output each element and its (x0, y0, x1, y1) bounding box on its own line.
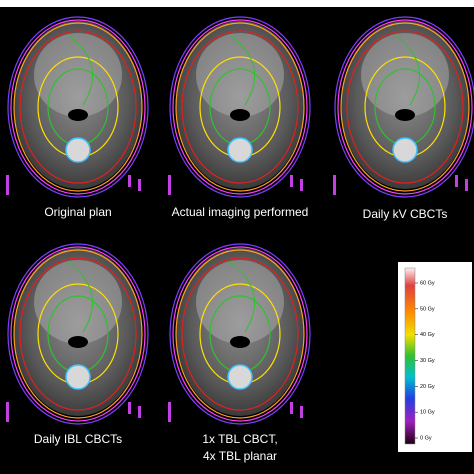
dose-contour (172, 19, 308, 195)
airway (68, 109, 88, 121)
dose-contour (10, 19, 146, 195)
colorbar-label: 20 Gy (420, 384, 435, 390)
dose-contour (169, 243, 311, 425)
jaw (34, 260, 122, 344)
marker (6, 402, 9, 414)
marker (138, 179, 141, 191)
marker (300, 406, 303, 418)
spine (227, 137, 253, 163)
dose-contour (175, 22, 305, 192)
panels: Original plan Actual imaging performed Dai… (6, 16, 474, 463)
spine (65, 364, 91, 390)
colorbar-label: 30 Gy (420, 358, 435, 364)
jaw (34, 33, 122, 117)
dose-contour (172, 246, 308, 422)
marker (300, 179, 303, 191)
jaw (196, 260, 284, 344)
marker (128, 402, 131, 414)
airway (68, 336, 88, 348)
marker (333, 175, 336, 187)
dose-contour (169, 16, 311, 198)
marker (6, 175, 9, 187)
marker (168, 402, 171, 414)
ct-slice (168, 243, 311, 425)
target-contour (67, 34, 94, 106)
dose-contour (346, 30, 464, 184)
colorbar-label: 50 Gy (420, 306, 435, 312)
marker (333, 183, 336, 195)
target-contour (229, 261, 256, 333)
marker (290, 402, 293, 414)
dose-contour (19, 257, 137, 411)
dose-contour (337, 19, 473, 195)
dose-contour (340, 22, 470, 192)
marker (168, 183, 171, 195)
spine (392, 137, 418, 163)
colorbar-gradient (404, 267, 416, 445)
marker (128, 175, 131, 187)
target-contour (67, 261, 94, 333)
panel-label: 4x TBL planar (203, 449, 277, 463)
airway (230, 336, 250, 348)
dose-contour (19, 30, 137, 184)
jaw (361, 33, 449, 117)
marker (168, 410, 171, 422)
dose-contour (334, 16, 474, 198)
panel-label: Daily IBL CBCTs (34, 432, 122, 446)
panel-label: Actual imaging performed (172, 205, 309, 219)
dose-contour (175, 249, 305, 419)
dose-contour (7, 16, 149, 198)
colorbar-label: 40 Gy (420, 332, 435, 338)
marker (290, 175, 293, 187)
dose-contour (13, 249, 143, 419)
dose-contour (13, 22, 143, 192)
colorbar: 60 Gy 50 Gy 40 Gy 30 Gy 20 Gy 10 Gy 0 Gy (398, 262, 472, 452)
target-contour (394, 34, 421, 106)
ct-slice (168, 16, 311, 198)
ct-slice (333, 16, 474, 198)
marker (455, 175, 458, 187)
panel-label: 1x TBL CBCT, (202, 432, 277, 446)
dose-contour (181, 257, 299, 411)
colorbar-label: 0 Gy (420, 435, 432, 441)
marker (6, 410, 9, 422)
target-contour (229, 34, 256, 106)
jaw (196, 33, 284, 117)
panel-label: Daily kV CBCTs (363, 207, 448, 221)
marker (6, 183, 9, 195)
spine (227, 364, 253, 390)
marker (465, 179, 468, 191)
colorbar-label: 60 Gy (420, 280, 435, 286)
colorbar-label: 10 Gy (420, 410, 435, 416)
airway (230, 109, 250, 121)
dose-contour (7, 243, 149, 425)
marker (168, 175, 171, 187)
ct-slice (6, 243, 149, 425)
airway (395, 109, 415, 121)
dose-contour (181, 30, 299, 184)
panel-label: Original plan (44, 205, 111, 219)
dose-contour (10, 246, 146, 422)
top-strip (0, 0, 474, 7)
marker (138, 406, 141, 418)
ct-slice (6, 16, 149, 198)
spine (65, 137, 91, 163)
